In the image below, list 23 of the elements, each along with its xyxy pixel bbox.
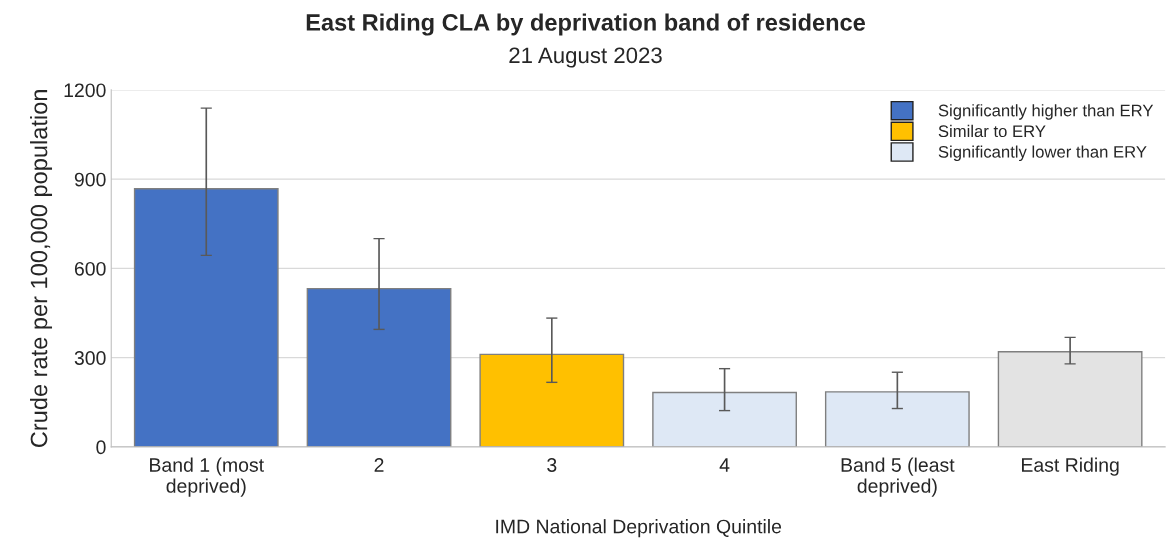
chart-subtitle: 21 August 2023 bbox=[509, 47, 662, 68]
x-tick-label: Band 5 (least deprived) bbox=[841, 457, 955, 497]
legend-label: Significantly higher than ERY bbox=[938, 104, 1154, 120]
bar bbox=[306, 287, 452, 447]
bar bbox=[824, 391, 970, 447]
y-axis-title: Crude rate per 100,000 population bbox=[30, 90, 53, 448]
y-tick-label: 300 bbox=[74, 351, 106, 365]
x-tick-label: 2 bbox=[374, 458, 384, 472]
chart-title: East Riding CLA by deprivation band of residence bbox=[306, 13, 866, 36]
x-tick-label: 4 bbox=[719, 458, 730, 472]
x-tick-label: East Riding bbox=[1022, 457, 1119, 476]
y-tick-label: 1200 bbox=[64, 83, 106, 98]
x-tick-label: 3 bbox=[547, 458, 557, 472]
y-tick-label: 600 bbox=[74, 261, 106, 276]
bar bbox=[479, 353, 625, 447]
bar bbox=[652, 391, 797, 447]
x-tick-label: Band 1 (most deprived) bbox=[150, 457, 264, 497]
x-axis-title: IMD National Deprivation Quintile bbox=[496, 519, 782, 538]
legend-label: Similar to ERY bbox=[938, 124, 1046, 138]
y-tick-label: 900 bbox=[74, 172, 106, 187]
y-tick-label: 0 bbox=[96, 440, 106, 455]
bar bbox=[133, 187, 279, 447]
legend-label: Significantly lower than ERY bbox=[938, 145, 1147, 162]
